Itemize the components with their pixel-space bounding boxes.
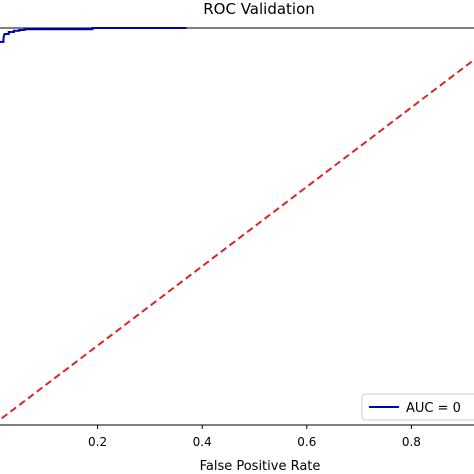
legend: AUC = 0 [361,393,474,421]
x-axis-ticks: 0.2 0.4 0.6 0.8 [88,425,421,449]
x-tick-label: 0.4 [193,435,212,449]
x-tick-label: 0.8 [402,435,421,449]
legend-box [361,393,474,421]
chart-title: ROC Validation [203,0,315,18]
roc-curve-line [0,27,187,43]
x-axis-label: False Positive Rate [200,459,321,474]
x-tick-label: 0.2 [88,435,107,449]
chance-diagonal-line [0,58,474,421]
plot-area: 0.2 0.4 0.6 0.8 [0,27,474,449]
legend-label: AUC = 0 [406,401,461,416]
plot-frame [0,27,474,426]
x-tick-label: 0.6 [297,435,316,449]
series-layer [0,27,474,421]
